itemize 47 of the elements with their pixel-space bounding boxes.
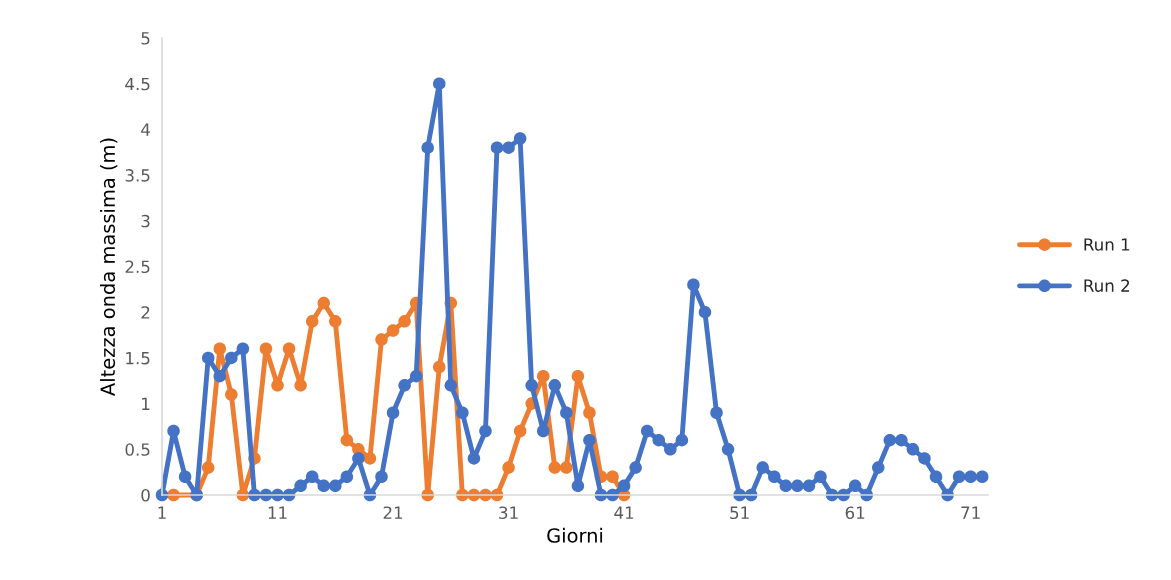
point [201,461,215,474]
y-tick-label: 3.5 [125,169,150,182]
x-tick-label: 21 [383,506,403,519]
x-tick-label: 71 [961,506,980,519]
y-tick-label: 4 [141,123,150,136]
point [571,369,585,383]
point [433,360,446,374]
point [340,433,354,447]
point [329,315,342,328]
point [583,406,596,419]
y-tick-label: 2 [141,306,150,319]
point [536,369,550,383]
point [513,424,527,438]
y-tick-label: 0 [141,488,150,502]
point [213,342,227,356]
legend-label: Run 1 [1084,238,1130,251]
x-tick-label: 61 [845,506,865,520]
point [560,461,573,474]
point [502,461,515,474]
y-tick-label: 2.5 [125,260,150,274]
y-axis-title: Altezza onda massima (m) [100,138,118,396]
x-axis-title: Giorni [547,527,603,543]
y-tick-label: 4.5 [125,77,150,91]
point [271,379,284,392]
x-tick-label: 31 [499,506,518,520]
point [282,342,296,356]
legend-label: Run 2 [1084,279,1130,292]
y-tick-label: 3 [141,214,150,228]
point [398,315,411,328]
point [305,315,319,328]
x-tick-label: 11 [268,506,287,519]
y-tick-label: 1.5 [126,352,150,365]
point [225,388,238,401]
point [606,470,619,483]
point [363,452,377,465]
x-tick-label: 41 [614,506,634,519]
y-tick-label: 5 [141,32,150,45]
point [259,342,273,356]
y-tick-label: 0.5 [125,443,150,456]
point [375,333,388,346]
point [386,324,400,337]
x-tick-label: 1 [158,506,166,519]
y-tick-label: 1 [142,397,150,410]
point [317,296,330,310]
point [294,379,307,392]
point [548,461,562,474]
x-tick-label: 51 [730,506,749,520]
